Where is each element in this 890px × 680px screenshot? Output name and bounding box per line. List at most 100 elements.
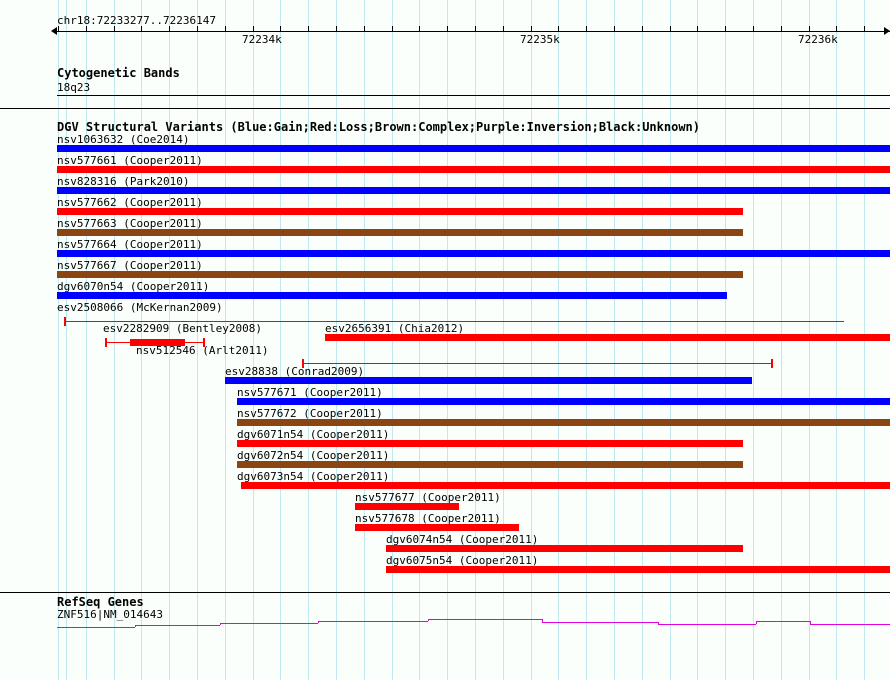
dgv-variant-bar[interactable] [386, 566, 890, 573]
gene-segment-riser [428, 619, 429, 621]
gridline [86, 0, 87, 680]
dgv-track-label: esv2282909 (Bentley2008) [103, 322, 262, 335]
ruler-left-arrow-icon [51, 27, 57, 35]
dgv-variant-bar[interactable] [237, 440, 743, 447]
ruler-tick [308, 26, 309, 32]
dgv-track-label: nsv577671 (Cooper2011) [237, 386, 383, 399]
ruler-tick [114, 26, 115, 32]
ruler-tick [642, 26, 643, 32]
dgv-variant-bar[interactable] [355, 524, 519, 531]
ruler-tick [503, 26, 504, 32]
ruler-tick [280, 26, 281, 32]
dgv-variant-endcap [302, 359, 304, 368]
ruler-tick [86, 26, 87, 32]
dgv-variant-bar[interactable] [225, 377, 752, 384]
dgv-track-label: dgv6075n54 (Cooper2011) [386, 554, 539, 567]
dgv-variant-bar[interactable] [241, 482, 890, 489]
ruler-tick [58, 26, 59, 32]
dgv-variant-bar[interactable] [237, 398, 890, 405]
cytogenetic-bands-title: Cytogenetic Bands [57, 66, 180, 80]
ruler-tick [864, 26, 865, 32]
locus-label: chr18:72233277..72236147 [57, 14, 216, 27]
gridline [58, 0, 59, 680]
dgv-variant-bar[interactable] [57, 250, 890, 257]
dgv-track-label: nsv828316 (Park2010) [57, 175, 190, 188]
dgv-variant-bar[interactable] [57, 229, 743, 236]
ruler-tick [753, 26, 754, 32]
dgv-track-label: dgv6074n54 (Cooper2011) [386, 533, 539, 546]
gridline [66, 0, 67, 680]
gene-segment-riser [756, 621, 757, 624]
dgv-variant-line[interactable] [64, 321, 844, 322]
gene-intron-segment[interactable] [135, 625, 220, 626]
dgv-variant-bar[interactable] [57, 292, 727, 299]
ruler-tick [697, 26, 698, 32]
gene-intron-segment[interactable] [542, 622, 658, 623]
dgv-variant-bar[interactable] [325, 334, 890, 341]
dgv-variant-bar[interactable] [237, 419, 890, 426]
gene-intron-segment[interactable] [318, 621, 428, 622]
gene-intron-segment[interactable] [658, 624, 756, 625]
ruler-tick [836, 26, 837, 32]
gene-segment-riser [542, 619, 543, 622]
dgv-variant-bar[interactable] [355, 503, 459, 510]
dgv-variant-endcap [771, 359, 773, 368]
ruler-tick [364, 26, 365, 32]
dgv-variant-bar[interactable] [237, 461, 743, 468]
dgv-track-label: nsv577661 (Cooper2011) [57, 154, 203, 167]
dgv-variant-bar[interactable] [57, 187, 890, 194]
refseq-gene-label: ZNF516|NM_014643 [57, 608, 163, 621]
cytoband-label: 18q23 [57, 81, 91, 94]
ruler-tick [614, 26, 615, 32]
dgv-variant-bar[interactable] [57, 166, 890, 173]
dgv-track-label: nsv577677 (Cooper2011) [355, 491, 501, 504]
dgv-variant-core-bar[interactable] [130, 339, 185, 346]
gridline [197, 0, 198, 680]
gene-segment-riser [135, 625, 136, 627]
gridline [225, 0, 226, 680]
ruler-tick [197, 26, 198, 32]
dgv-variant-bar[interactable] [57, 208, 743, 215]
gene-intron-segment[interactable] [810, 624, 890, 625]
ruler-tick [392, 26, 393, 32]
gene-intron-segment[interactable] [756, 621, 810, 622]
gridline [280, 0, 281, 680]
dgv-track-label: esv2656391 (Chia2012) [325, 322, 465, 335]
dgv-track-label: nsv577662 (Cooper2011) [57, 196, 203, 209]
gridline [253, 0, 254, 680]
dgv-variant-endcap [105, 338, 107, 347]
ruler-tick [475, 26, 476, 32]
gridline [114, 0, 115, 680]
ruler-tick [809, 26, 810, 32]
gene-intron-segment[interactable] [428, 619, 542, 620]
dgv-section-title: DGV Structural Variants (Blue:Gain;Red:L… [57, 120, 700, 134]
gridline [308, 0, 309, 680]
dgv-track-label: nsv1063632 (Coe2014) [57, 133, 190, 146]
gene-segment-riser [810, 621, 811, 624]
ruler-tick [419, 26, 420, 32]
ruler-tick [447, 26, 448, 32]
ruler-axis [57, 31, 890, 32]
dgv-variant-bar[interactable] [386, 545, 743, 552]
ruler-tick [725, 26, 726, 32]
ruler-tick [336, 26, 337, 32]
dgv-track-label: nsv577663 (Cooper2011) [57, 217, 203, 230]
dgv-track-label: nsv577664 (Cooper2011) [57, 238, 203, 251]
dgv-track-label: dgv6072n54 (Cooper2011) [237, 449, 390, 462]
ruler-tick-label: 72236k [798, 33, 838, 46]
gene-intron-segment[interactable] [220, 623, 318, 624]
dgv-track-label: dgv6070n54 (Cooper2011) [57, 280, 210, 293]
gene-segment-riser [658, 622, 659, 624]
ruler-tick [531, 26, 532, 32]
dgv-variant-endcap [64, 317, 66, 326]
dgv-variant-bar[interactable] [57, 145, 890, 152]
gene-segment-riser [318, 621, 319, 623]
ruler-tick-label: 72235k [520, 33, 560, 46]
ruler-tick [169, 26, 170, 32]
ruler-tick [670, 26, 671, 32]
ruler-tick [141, 26, 142, 32]
gene-intron-segment[interactable] [57, 627, 135, 628]
dgv-variant-line[interactable] [302, 363, 773, 364]
refseq-section-title: RefSeq Genes [57, 595, 144, 609]
dgv-variant-bar[interactable] [57, 271, 743, 278]
